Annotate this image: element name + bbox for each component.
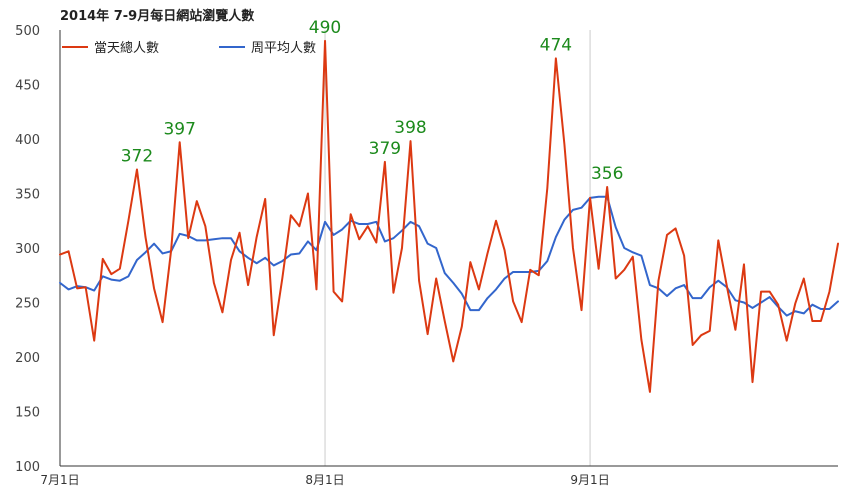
legend: 當天總人數 周平均人數 bbox=[62, 40, 316, 56]
y-tick-label: 450 bbox=[15, 79, 40, 94]
y-tick-label: 300 bbox=[15, 242, 40, 257]
axes: 100 150 200 250 300 350 400 450 500 7月1日 8月1日 9月1日 bbox=[15, 24, 838, 487]
y-tick-label: 100 bbox=[15, 460, 40, 475]
peak-annotation: 490 bbox=[309, 18, 341, 38]
peak-annotation: 398 bbox=[394, 118, 426, 138]
y-tick-label: 500 bbox=[15, 24, 40, 39]
gridlines bbox=[59, 30, 591, 466]
legend-label: 當天總人數 bbox=[94, 40, 159, 56]
peak-annotation: 379 bbox=[369, 139, 401, 159]
series-line-0 bbox=[59, 39, 839, 393]
peak-annotation: 474 bbox=[540, 35, 572, 55]
series-line-1 bbox=[59, 195, 839, 317]
series-lines bbox=[59, 39, 839, 393]
x-tick-label: 9月1日 bbox=[570, 473, 609, 487]
y-tick-label: 150 bbox=[15, 406, 40, 421]
y-tick-label: 250 bbox=[15, 297, 40, 312]
y-tick-label: 200 bbox=[15, 351, 40, 366]
peak-annotation: 397 bbox=[163, 119, 195, 139]
peak-annotation: 356 bbox=[591, 164, 623, 184]
chart-title: 2014年 7-9月每日網站瀏覽人數 bbox=[60, 8, 254, 24]
peak-annotation: 372 bbox=[121, 147, 153, 167]
x-tick-label: 8月1日 bbox=[305, 473, 344, 487]
x-tick-label: 7月1日 bbox=[40, 473, 79, 487]
y-tick-label: 400 bbox=[15, 133, 40, 148]
y-tick-label: 350 bbox=[15, 188, 40, 203]
legend-label: 周平均人數 bbox=[251, 41, 316, 56]
